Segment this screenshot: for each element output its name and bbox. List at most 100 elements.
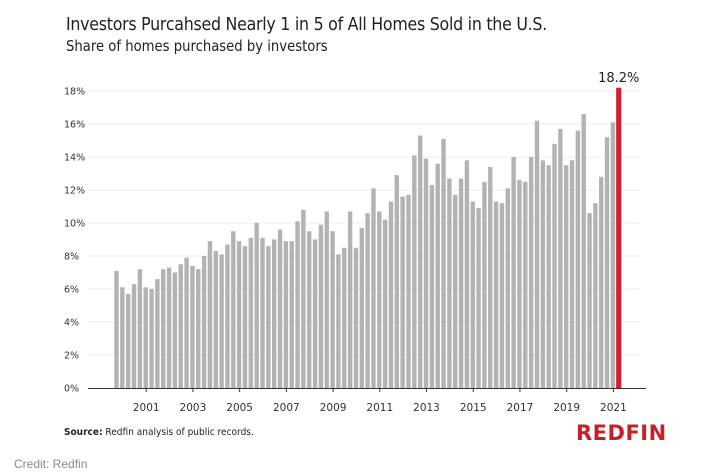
bar (219, 254, 224, 388)
x-tick-label: 2007 (273, 402, 300, 414)
bar (231, 231, 236, 388)
bar (412, 155, 417, 388)
x-tick-label: 2005 (226, 402, 253, 414)
bar (201, 256, 207, 388)
bar (260, 237, 265, 388)
bar (441, 138, 446, 388)
bar (534, 120, 540, 388)
bar (476, 208, 481, 388)
y-tick-label: 0% (64, 384, 79, 395)
bar (289, 241, 294, 388)
source-text: Redfin analysis of public records. (102, 427, 254, 438)
redfin-logo: REDFIN (576, 421, 667, 445)
y-tick-label: 4% (64, 318, 79, 329)
bar (336, 254, 341, 388)
x-tick-label: 2009 (320, 402, 347, 414)
bar (330, 231, 335, 388)
bar (528, 157, 534, 388)
bar (435, 163, 440, 388)
bar (604, 137, 610, 388)
bar (581, 114, 586, 388)
bar (423, 158, 429, 388)
bar (120, 287, 125, 388)
bar (552, 143, 557, 388)
bar (213, 251, 218, 388)
bar (131, 284, 137, 388)
x-axis-ticks: 2001 2003 2005 2007 2009 2011 2013 2015 2017 2019… (133, 388, 627, 414)
chart-title: Investors Purcahsed Nearly 1 in 5 of All… (66, 14, 548, 35)
bar (137, 269, 143, 388)
bar (382, 219, 388, 388)
bar (458, 178, 464, 388)
bar (190, 265, 195, 388)
bar (453, 194, 458, 388)
bar (283, 241, 289, 388)
x-tick-label: 2021 (600, 402, 627, 414)
bar (149, 289, 154, 388)
bar (365, 213, 370, 388)
x-tick-label: 2011 (366, 402, 393, 414)
source-label: Source: (64, 427, 103, 438)
source-note: Source: Redfin analysis of public record… (64, 427, 254, 438)
bar (464, 160, 470, 388)
bar (394, 175, 400, 388)
bar (377, 211, 382, 388)
bar (359, 227, 364, 388)
image-credit: Credit: Redfin (14, 457, 88, 471)
bar (277, 229, 283, 388)
bar (499, 203, 505, 388)
bar (301, 209, 306, 388)
bar (511, 157, 516, 388)
bar (371, 188, 376, 388)
bar (207, 241, 213, 388)
y-tick-label: 12% (64, 186, 85, 197)
x-tick-label: 2001 (133, 402, 160, 414)
chart-subtitle: Share of homes purchased by investors (66, 37, 328, 55)
bar (143, 287, 148, 388)
bar (236, 241, 242, 388)
bar (196, 269, 201, 388)
bar (505, 188, 510, 388)
bar (248, 237, 254, 388)
bar (271, 239, 277, 388)
bar-chart: 0%2%4%6%8%10%12%14%16%18% 2001 2003 2005 20… (64, 71, 646, 414)
bar (254, 223, 259, 388)
bar (599, 176, 604, 388)
bar (523, 181, 528, 388)
bar (295, 221, 300, 388)
bar (406, 194, 411, 388)
highlight-annotation: 18.2% (598, 71, 639, 86)
bar (353, 247, 359, 388)
x-tick-label: 2015 (460, 402, 487, 414)
bar (318, 224, 324, 388)
bar (569, 160, 575, 388)
bar (575, 130, 581, 388)
bar (307, 231, 312, 388)
bar (488, 166, 493, 388)
bar (593, 203, 598, 388)
bar (558, 128, 563, 388)
bar (610, 122, 616, 388)
bar (184, 257, 189, 388)
y-tick-label: 8% (64, 252, 79, 263)
bar (540, 160, 546, 388)
bar (178, 264, 183, 388)
bar (388, 201, 394, 388)
y-axis-labels: 0% 2% 4% 6% 8% 10% 12% 14% 16% 18% (64, 87, 85, 395)
bar (563, 165, 569, 388)
bar (161, 269, 166, 388)
y-tick-label: 10% (64, 219, 85, 230)
bar (587, 213, 592, 388)
bars (114, 87, 622, 388)
bar (517, 180, 522, 388)
bar (172, 272, 178, 388)
y-tick-label: 18% (64, 87, 85, 98)
x-tick-label: 2003 (180, 402, 207, 414)
x-tick-label: 2017 (507, 402, 534, 414)
bar (342, 247, 347, 388)
bar (429, 185, 435, 388)
y-tick-label: 2% (64, 351, 79, 362)
x-tick-label: 2019 (553, 402, 580, 414)
highlight-bar (616, 87, 622, 388)
bar (125, 293, 131, 388)
